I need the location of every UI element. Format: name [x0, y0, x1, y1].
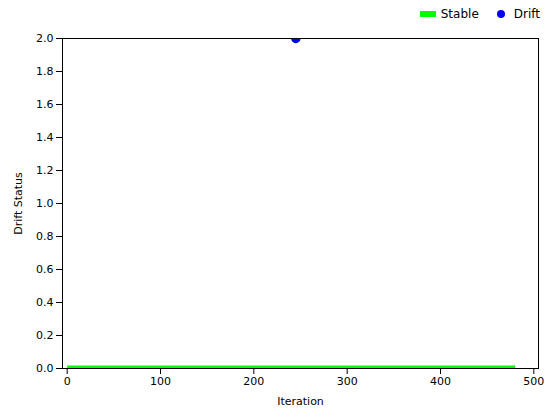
- svg-text:400: 400: [430, 375, 451, 388]
- svg-text:0.6: 0.6: [36, 263, 54, 276]
- svg-text:1.6: 1.6: [36, 98, 54, 111]
- html-text:Drift: Drift: [513, 7, 540, 21]
- svg-text:1.2: 1.2: [36, 164, 54, 177]
- svg-text:Drift Status: Drift Status: [12, 172, 25, 235]
- svg-text:0.2: 0.2: [36, 329, 54, 342]
- html-text:Stable: Stable: [440, 7, 479, 21]
- svg-text:0.8: 0.8: [36, 230, 54, 243]
- svg-text:100: 100: [150, 375, 171, 388]
- svg-text:Iteration: Iteration: [277, 395, 324, 408]
- svg-text:0: 0: [64, 375, 71, 388]
- svg-text:0.0: 0.0: [36, 362, 54, 375]
- svg-text:0.4: 0.4: [36, 296, 54, 309]
- svg-text:1.0: 1.0: [36, 197, 54, 210]
- svg-text:2.0: 2.0: [36, 32, 54, 45]
- svg-text:500: 500: [523, 375, 544, 388]
- svg-text:1.8: 1.8: [36, 65, 54, 78]
- svg-text:300: 300: [337, 375, 358, 388]
- svg-text:1.4: 1.4: [36, 131, 54, 144]
- svg-text:200: 200: [243, 375, 264, 388]
